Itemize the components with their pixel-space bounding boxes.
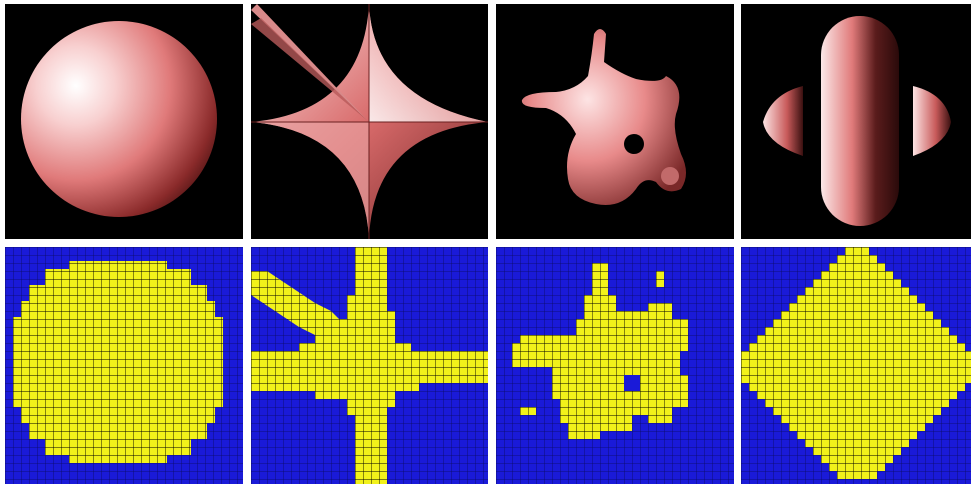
pill-voxels — [741, 247, 971, 479]
astroid-render-panel — [251, 4, 488, 239]
blob-render-panel — [496, 4, 734, 239]
astroid-render — [251, 4, 488, 239]
sphere-voxels — [13, 261, 223, 463]
sphere-shape — [21, 21, 217, 217]
pill-voxel-panel — [741, 247, 971, 484]
blob-voxel-hole — [624, 375, 640, 391]
pill-shape — [763, 16, 951, 226]
blob-render — [521, 29, 686, 205]
astroid-voxels — [251, 247, 488, 484]
pill-render — [763, 16, 951, 226]
blob-voxel-speck — [656, 271, 664, 287]
pill-voxel-grid — [741, 247, 971, 484]
sphere-voxel-panel — [5, 247, 243, 484]
astroid-voxel-grid — [251, 247, 488, 484]
blob-voxels — [512, 263, 688, 439]
astroid-voxel-panel — [251, 247, 488, 484]
astroid-shape — [251, 4, 488, 239]
sphere-render — [21, 21, 217, 217]
blob-voxel-panel — [496, 247, 734, 484]
blob-voxel-grid — [496, 247, 734, 484]
pill-render-panel — [741, 4, 971, 239]
blob-shape — [521, 29, 686, 205]
sphere-voxel-grid — [5, 247, 243, 484]
sphere-render-panel — [5, 4, 243, 239]
blob-voxel-speck — [520, 407, 536, 415]
